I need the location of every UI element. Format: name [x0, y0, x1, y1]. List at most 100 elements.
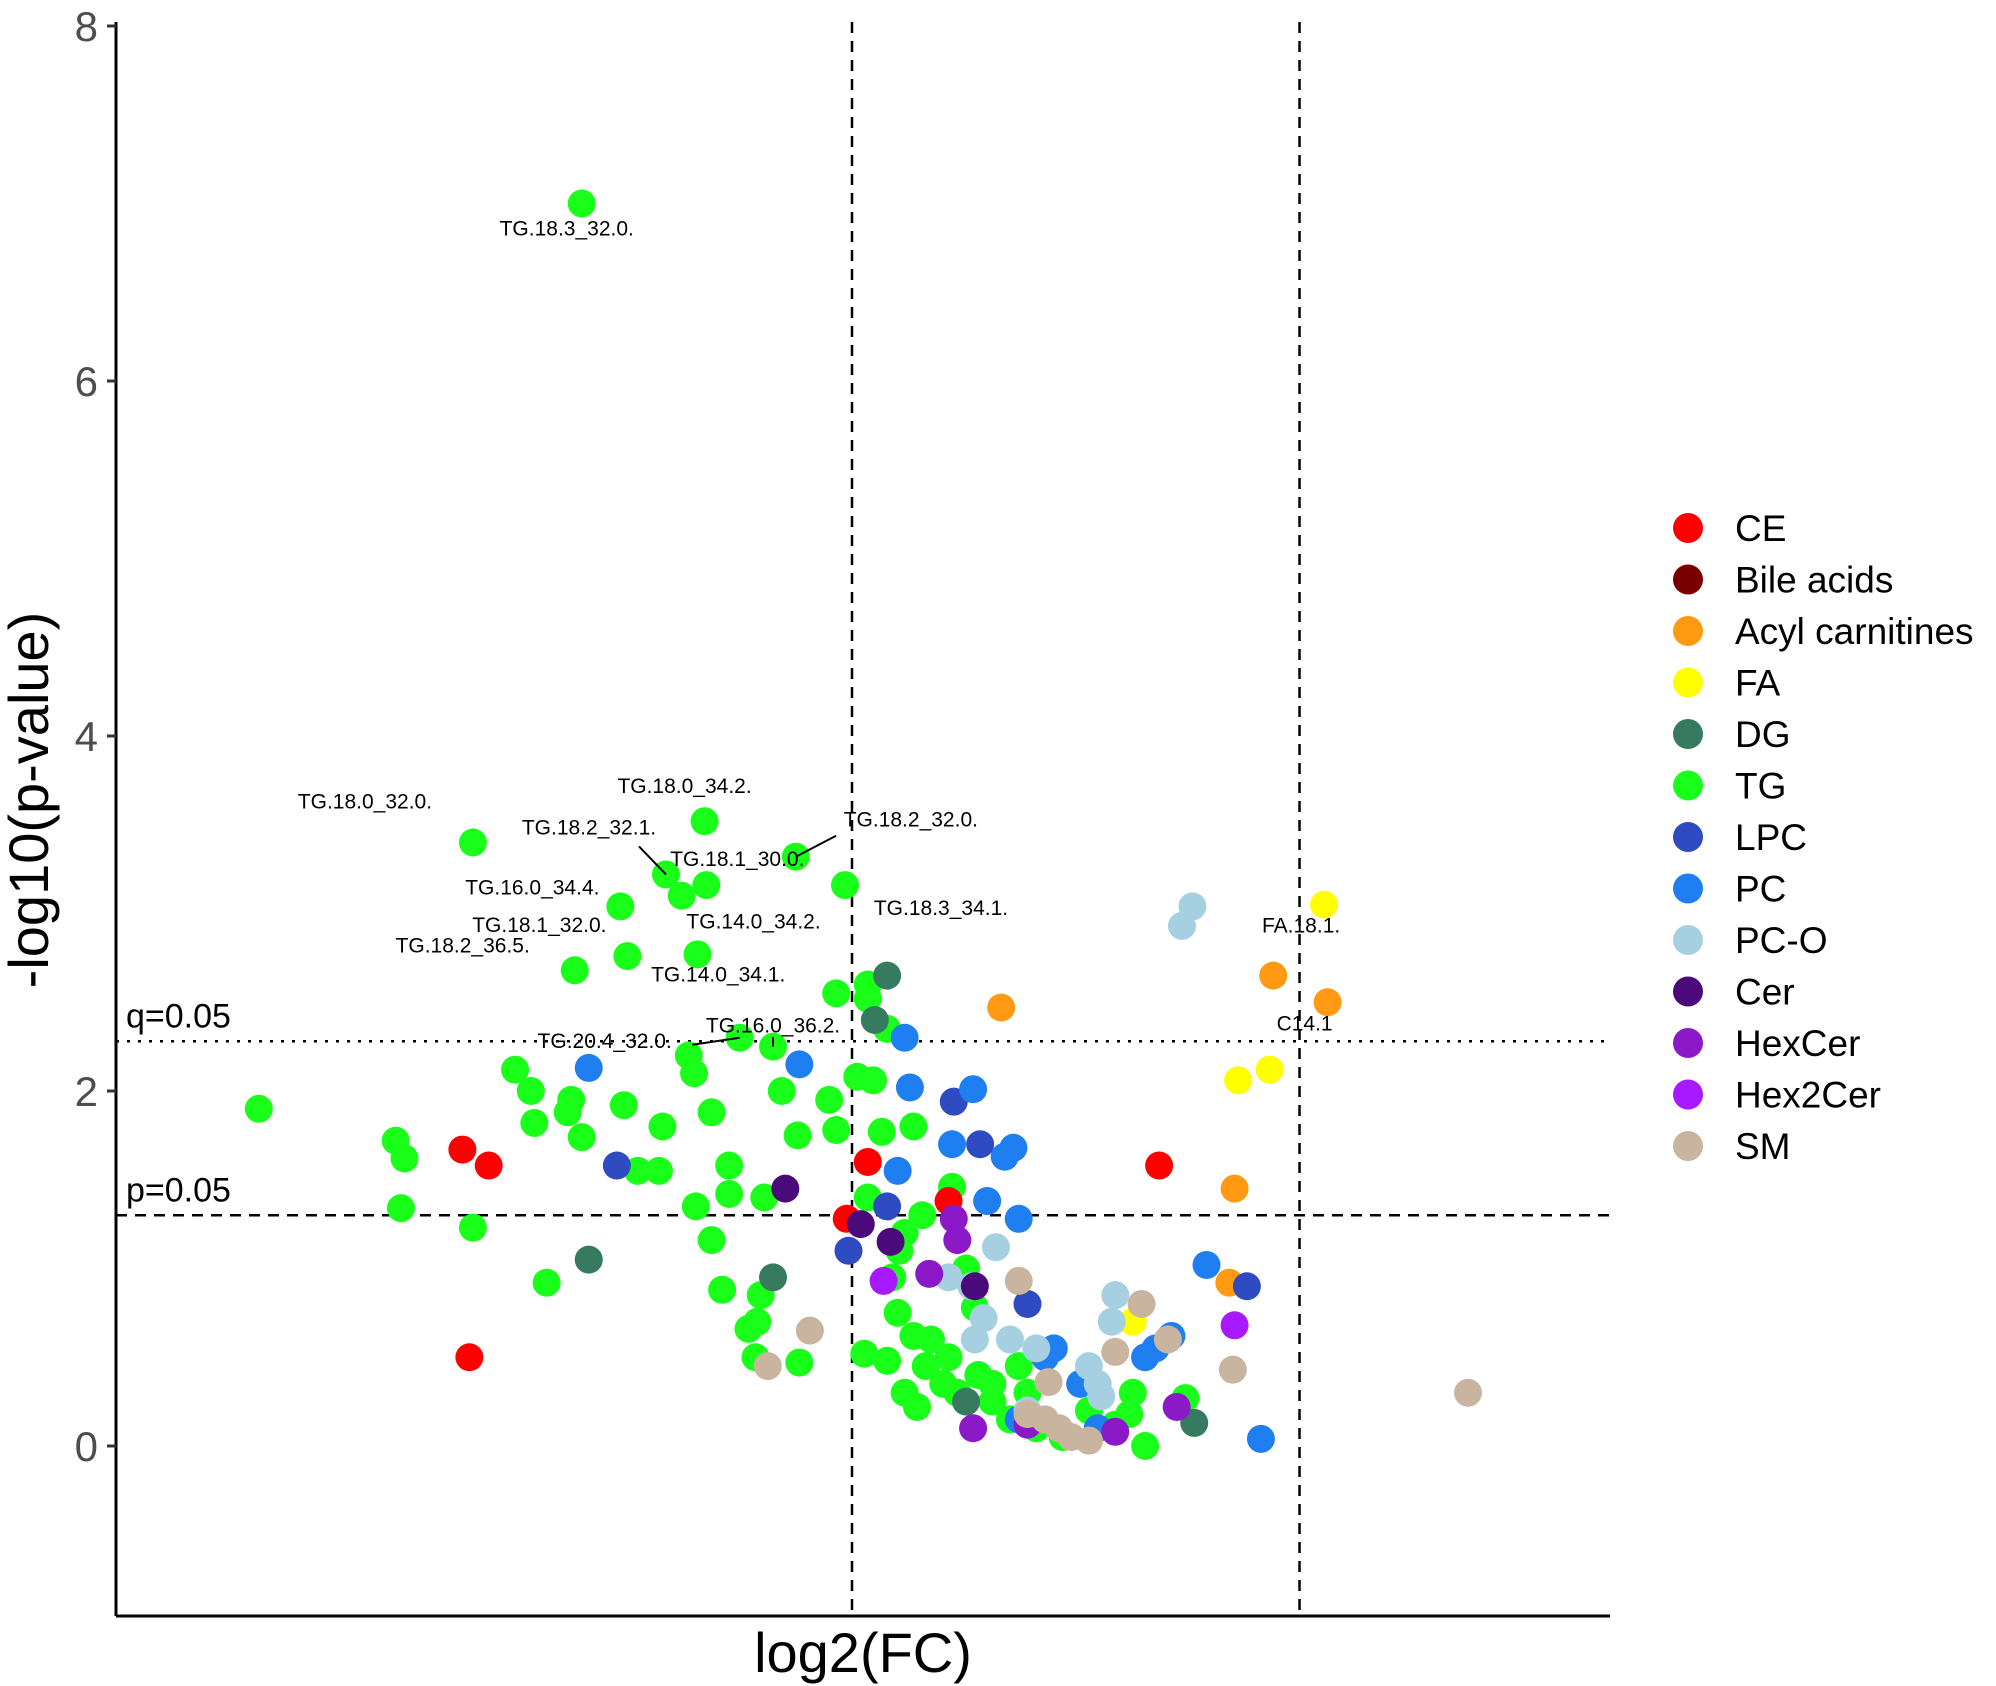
data-point [1004, 1266, 1033, 1295]
data-point [692, 871, 721, 900]
data-point [1220, 1174, 1249, 1203]
point-annotation: TG.20.4_32.0. [538, 1030, 672, 1053]
data-point [606, 892, 635, 921]
legend-label: HexCer [1735, 1023, 1860, 1064]
data-point [899, 1112, 928, 1141]
data-point [960, 1325, 989, 1354]
data-point [516, 1077, 545, 1105]
legend-swatch [1673, 667, 1703, 698]
data-point [648, 1112, 677, 1141]
data-point [244, 1094, 273, 1123]
data-point [1178, 892, 1207, 921]
data-point [873, 961, 902, 990]
data-point [458, 828, 487, 857]
data-point [390, 1144, 419, 1173]
data-point [830, 871, 859, 900]
annotation-leader-line [795, 834, 837, 858]
data-point [771, 1174, 800, 1203]
data-point [681, 1192, 710, 1221]
data-point [867, 1117, 896, 1146]
data-point [916, 1325, 945, 1354]
data-point [1004, 1352, 1033, 1381]
data-point [1192, 1250, 1221, 1279]
data-point [560, 956, 589, 985]
data-point [680, 1059, 709, 1088]
data-point [458, 1213, 487, 1242]
data-point [567, 1123, 596, 1152]
data-point [1087, 1382, 1116, 1411]
data-point [683, 940, 712, 969]
data-point [876, 1227, 905, 1256]
data-point [1004, 1204, 1033, 1233]
data-point [574, 1053, 603, 1082]
data-point [869, 1266, 898, 1295]
data-point [1232, 1272, 1261, 1301]
data-point [1255, 1055, 1284, 1084]
legend-label: LPC [1735, 817, 1807, 858]
data-point [978, 1369, 1007, 1398]
data-point [1074, 1426, 1103, 1455]
legend-swatch [1673, 1079, 1703, 1110]
axes: log2(FC) -log10(p-value) [0, 22, 1610, 1684]
data-point [690, 807, 719, 836]
threshold-label: q=0.05 [126, 997, 231, 1035]
legend-label: SM [1735, 1126, 1791, 1167]
data-point [567, 189, 596, 218]
legend-swatch [1673, 616, 1703, 646]
data-point [952, 1387, 981, 1416]
legend-label: Acyl carnitines [1735, 611, 1974, 652]
data-point [938, 1130, 967, 1159]
data-point [1131, 1432, 1160, 1460]
data-point [783, 1121, 812, 1150]
point-annotation: TG.16.0_34.4. [465, 876, 599, 899]
data-point [987, 993, 1016, 1022]
data-point [386, 1194, 415, 1223]
data-point [602, 1151, 631, 1180]
data-point [966, 1130, 995, 1159]
data-point [1259, 961, 1288, 990]
data-point [1224, 1066, 1253, 1095]
data-point [960, 1272, 989, 1301]
legend-label: DG [1735, 714, 1791, 755]
data-point [1162, 1392, 1191, 1421]
legend-swatch [1673, 976, 1703, 1007]
data-point [697, 1226, 726, 1255]
data-point [644, 1156, 673, 1185]
point-annotation: FA.18.1. [1262, 915, 1340, 938]
data-point [822, 979, 851, 1008]
annotation-leader-line [692, 1036, 740, 1046]
legend-label: TG [1735, 766, 1786, 807]
data-point [785, 1348, 814, 1377]
point-annotation: TG.18.3_34.1. [874, 897, 1008, 920]
data-point [532, 1268, 561, 1297]
data-point [873, 1192, 902, 1221]
data-point [995, 1325, 1024, 1354]
data-point [873, 1346, 902, 1375]
legend-swatch [1673, 770, 1703, 801]
legend: CE Bile acids Acyl carnitines FA DG TG LPC PC PC… [1673, 508, 1974, 1167]
y-axis-title: -log10(p-value) [0, 612, 60, 989]
data-point [697, 1098, 726, 1127]
data-point [853, 1148, 882, 1176]
data-point [708, 1275, 737, 1304]
data-point [859, 1066, 888, 1095]
data-point [939, 1204, 968, 1233]
annotation-leader-line [638, 845, 667, 876]
data-point [850, 1339, 879, 1368]
point-annotation: TG.18.2_36.5. [396, 934, 530, 957]
point-annotation: C14.1 [1277, 1012, 1333, 1035]
data-point [1022, 1334, 1051, 1363]
data-point [1034, 1368, 1063, 1397]
legend-label: CE [1735, 508, 1786, 549]
data-point [822, 1116, 851, 1145]
legend-swatch [1673, 1131, 1703, 1161]
data-point [1118, 1378, 1147, 1407]
data-point [1246, 1424, 1275, 1453]
data-point [943, 1226, 972, 1255]
data-point [911, 1352, 940, 1381]
data-point [474, 1151, 503, 1180]
point-annotation: TG.18.0_34.2. [617, 775, 751, 798]
data-point [759, 1263, 788, 1292]
point-annotation: TG.18.0_32.0. [298, 791, 432, 814]
data-point [715, 1151, 744, 1180]
